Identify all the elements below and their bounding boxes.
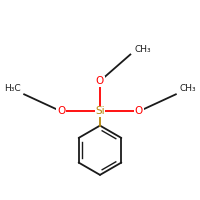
Text: CH₃: CH₃ [134,45,151,54]
Text: Si: Si [95,106,105,116]
Text: O: O [96,76,104,86]
Text: H₃C: H₃C [4,84,20,93]
Text: CH₃: CH₃ [180,84,196,93]
Text: O: O [57,106,65,116]
Text: O: O [135,106,143,116]
